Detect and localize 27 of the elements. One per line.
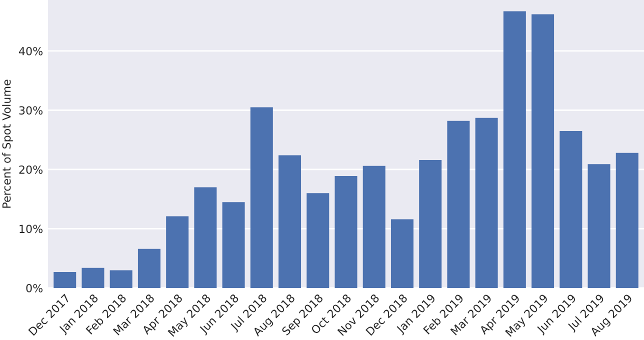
bar: [166, 216, 189, 288]
bar: [616, 152, 638, 288]
y-tick-label: 40%: [18, 46, 43, 56]
bar: [475, 118, 498, 288]
y-tick-label: 30%: [19, 106, 43, 115]
bar: [362, 166, 386, 288]
bar: [278, 155, 302, 288]
bar: [560, 130, 582, 288]
bar: [250, 107, 273, 288]
bar: [194, 187, 217, 288]
bar: [334, 176, 358, 288]
bar: [390, 219, 414, 288]
bar: [503, 11, 526, 288]
bar: [532, 14, 554, 288]
bar: [419, 160, 442, 288]
bar: [306, 193, 330, 288]
bar: [588, 164, 610, 288]
bar: [54, 272, 76, 288]
y-tick-label: 20%: [19, 165, 43, 174]
y-tick-label: 10%: [20, 224, 43, 234]
y-axis-title: Percent of Spot Volume: [2, 80, 13, 208]
bar: [110, 270, 132, 288]
bar: [138, 248, 160, 288]
bar: [447, 120, 470, 288]
bar: [222, 202, 245, 288]
y-tick-label: 0%: [26, 284, 43, 292]
bar: [82, 268, 104, 288]
